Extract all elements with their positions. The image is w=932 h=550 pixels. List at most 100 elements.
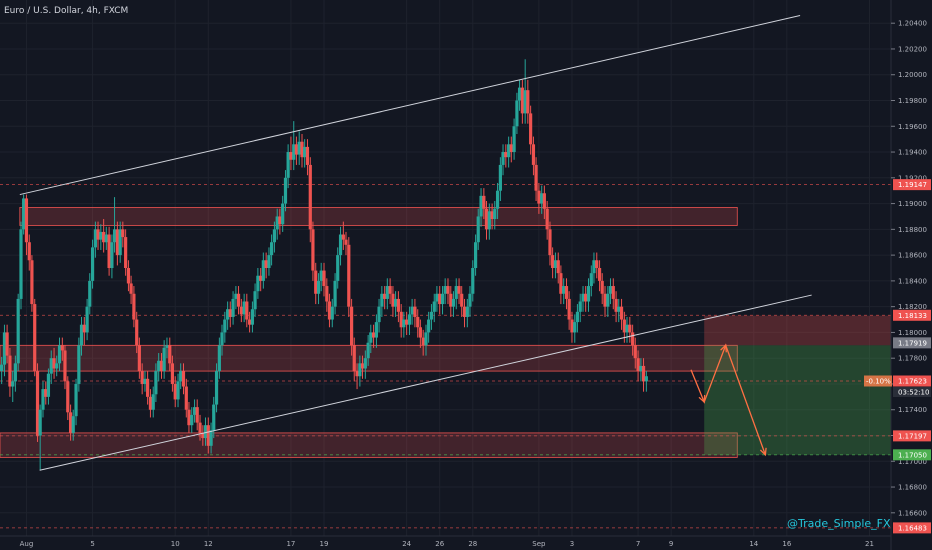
candle-body — [471, 268, 475, 294]
candle-body — [410, 306, 414, 315]
time-tick-label: 12 — [204, 540, 213, 548]
time-tick-label: 3 — [570, 540, 574, 548]
candle-body — [374, 322, 379, 338]
trendlines[interactable] — [19, 14, 812, 471]
candle-body — [644, 376, 648, 382]
sr-zone[interactable] — [19, 207, 738, 226]
candle-body — [55, 363, 59, 369]
candle-body — [366, 342, 370, 359]
candle-body — [250, 309, 255, 325]
trendline[interactable] — [39, 294, 812, 471]
candle-body — [493, 208, 497, 220]
candle-body — [35, 371, 40, 436]
candle-body — [165, 345, 169, 348]
candle-body — [234, 293, 238, 299]
candle-body — [195, 407, 199, 423]
take-profit-area[interactable] — [704, 345, 891, 455]
price-tag — [893, 179, 931, 191]
candle-body — [393, 298, 398, 307]
price-tick-label: 1.19800 — [898, 97, 927, 105]
candle-body — [90, 247, 95, 281]
price-tick-label: 1.18800 — [898, 226, 927, 234]
candle-body — [236, 293, 241, 307]
candle-body — [454, 286, 458, 299]
candle-body — [275, 216, 279, 230]
candle-body — [416, 316, 420, 328]
candle-body — [443, 286, 447, 294]
candle-body — [498, 164, 502, 191]
candle-body — [380, 293, 384, 307]
candle-body — [564, 286, 569, 299]
candle-body — [625, 324, 629, 333]
stop-loss-area[interactable] — [704, 315, 891, 346]
candle-body — [74, 383, 78, 417]
candle-body — [93, 229, 97, 248]
change-tag-label: -0.10% — [866, 377, 891, 385]
candle-body — [99, 231, 103, 240]
candle-body — [212, 404, 216, 431]
candle-body — [617, 306, 621, 312]
candle-body — [344, 239, 348, 245]
time-axis[interactable]: Aug 5 10 12 17 19 24 26 28 Sep 3 7 9 14 16 21 — [20, 540, 874, 548]
candle-body — [22, 198, 26, 230]
candle-body — [551, 255, 555, 268]
candle-body — [517, 87, 522, 101]
price-tick-label: 1.18200 — [898, 303, 927, 311]
price-axis[interactable]: 1.20400 1.20200 1.20000 1.19800 1.19600 1.194… — [891, 20, 927, 518]
candle-body — [118, 229, 122, 256]
candle-body — [184, 386, 188, 410]
time-tick-label: Aug — [20, 540, 34, 548]
projection-path[interactable] — [690, 343, 767, 457]
candle-body — [487, 211, 491, 230]
projection-line[interactable] — [690, 343, 766, 456]
candle-body — [0, 364, 4, 372]
candle-body — [217, 345, 221, 372]
candle-body — [597, 268, 602, 281]
price-tag — [893, 449, 931, 461]
candle-body — [567, 298, 571, 320]
candle-body — [581, 293, 585, 302]
candle-body — [248, 319, 252, 325]
candle-body — [60, 345, 64, 351]
support-resistance-zones[interactable] — [0, 207, 738, 458]
time-tick-label: 5 — [90, 540, 94, 548]
candle-body — [484, 208, 489, 230]
candle-body — [501, 152, 505, 165]
candle-body — [187, 409, 191, 426]
candle-body — [421, 337, 425, 346]
position-tool[interactable] — [704, 315, 891, 455]
candles — [0, 59, 648, 471]
candle-body — [140, 371, 144, 384]
candle-body — [600, 280, 604, 294]
candle-body — [369, 332, 373, 343]
candle-body — [540, 193, 544, 204]
price-tag-label: 1.17050 — [898, 451, 927, 459]
candle-body — [305, 146, 310, 165]
candle-body — [537, 190, 541, 204]
candle-body — [148, 396, 153, 410]
candle-body — [460, 293, 464, 307]
candle-body — [531, 144, 536, 165]
price-tags: 1.19147 1.18133 1.17919 1.17623 -0.10% 03:52:… — [864, 179, 931, 534]
candle-body — [24, 198, 29, 243]
candle-body — [595, 260, 599, 268]
projection-arrowhead — [759, 447, 767, 457]
candle-body — [88, 280, 92, 307]
price-tick-label: 1.17400 — [898, 406, 927, 414]
candle-body — [358, 363, 362, 377]
candle-body — [77, 345, 81, 384]
candle-body — [154, 371, 158, 395]
sr-zone[interactable] — [0, 432, 738, 458]
candle-body — [112, 229, 117, 243]
candle-body — [16, 298, 20, 364]
candle-body — [575, 311, 580, 323]
candle-body — [102, 231, 106, 243]
candle-body — [8, 355, 12, 387]
candle-body — [52, 358, 56, 369]
trendline[interactable] — [19, 14, 801, 196]
price-tag — [893, 309, 931, 321]
candle-body — [209, 430, 213, 446]
candle-body — [385, 286, 389, 299]
candle-body — [633, 345, 637, 359]
